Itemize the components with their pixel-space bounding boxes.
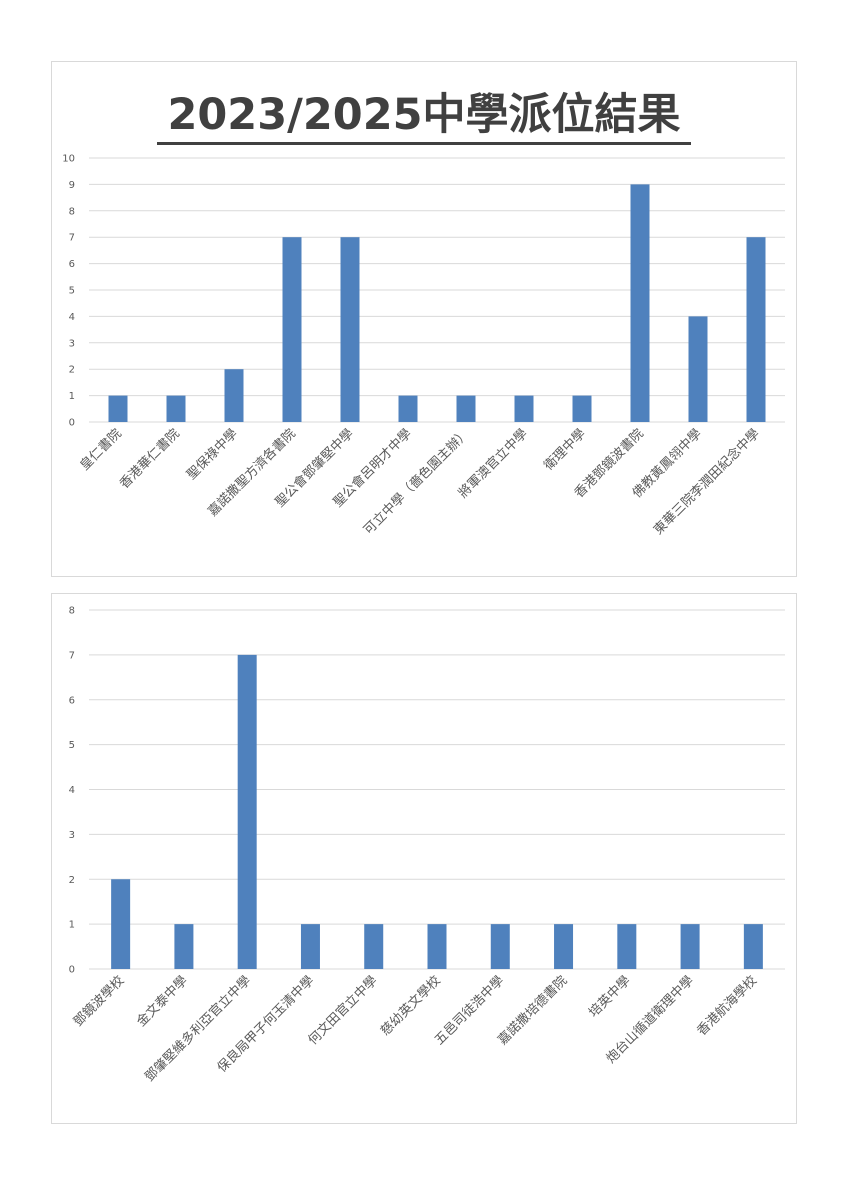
bar bbox=[237, 654, 257, 969]
y-tick-label: 7 bbox=[69, 233, 75, 244]
y-tick-label: 7 bbox=[69, 650, 75, 661]
y-tick-label: 3 bbox=[69, 338, 75, 349]
y-tick-label: 1 bbox=[69, 920, 75, 931]
y-tick-label: 4 bbox=[69, 312, 75, 323]
bar bbox=[174, 924, 194, 969]
bar bbox=[364, 924, 384, 969]
x-tick-label: 皇仁書院 bbox=[77, 426, 124, 473]
x-tick-label: 香港航海學校 bbox=[694, 973, 760, 1039]
x-tick-label: 衛理中學 bbox=[541, 426, 588, 473]
bar bbox=[282, 237, 302, 422]
x-tick-label: 鄧肇堅維多利亞官立中學 bbox=[142, 973, 254, 1085]
x-tick-label: 培英中學 bbox=[586, 973, 634, 1021]
chart-panel-1: 2023/2025中學派位結果 0 1 2 3 4 5 6 7 8 9 10 皇仁書院 香港華仁書院 聖保… bbox=[51, 61, 797, 577]
x-tick-label: 可立中學（嗇色園主辦） bbox=[360, 426, 472, 538]
bar bbox=[680, 924, 700, 969]
chart-title: 2023/2025中學派位結果 bbox=[52, 80, 796, 145]
y-tick-label: 6 bbox=[69, 695, 75, 706]
y-tick-label: 8 bbox=[69, 606, 75, 617]
bar bbox=[300, 924, 320, 969]
bar bbox=[108, 395, 128, 422]
x-tick-label: 聖保祿中學 bbox=[184, 426, 241, 483]
bar bbox=[630, 184, 650, 422]
bar bbox=[490, 924, 510, 969]
y-tick-label: 4 bbox=[69, 785, 75, 796]
bar bbox=[514, 395, 534, 422]
y-tick-label: 0 bbox=[69, 418, 75, 429]
bar bbox=[398, 395, 418, 422]
x-tick-label: 慈幼英文學校 bbox=[377, 973, 443, 1039]
bar bbox=[554, 924, 574, 969]
bar bbox=[743, 924, 763, 969]
bar bbox=[224, 369, 244, 422]
y-tick-label: 3 bbox=[69, 830, 75, 841]
x-tick-label: 香港華仁書院 bbox=[117, 426, 183, 492]
chart-panel-2: 0 1 2 3 4 5 6 7 8 鄧鏡波學校 金文泰中學 鄧肇堅維多利亞官立中學 保良局甲子何玉清中學… bbox=[51, 593, 797, 1124]
bar bbox=[427, 924, 447, 969]
bar bbox=[340, 237, 360, 422]
y-tick-label: 8 bbox=[69, 206, 75, 217]
bar bbox=[111, 879, 131, 969]
x-tick-label: 東華三院李潤田紀念中學 bbox=[650, 426, 762, 538]
y-tick-label: 5 bbox=[69, 740, 75, 751]
y-tick-label: 10 bbox=[62, 154, 75, 165]
bar bbox=[617, 924, 637, 969]
x-tick-label: 鄧鏡波學校 bbox=[70, 973, 127, 1030]
bar bbox=[166, 395, 186, 422]
bar bbox=[688, 316, 708, 422]
chart-title-text: 2023/2025中學派位結果 bbox=[157, 90, 691, 145]
y-tick-label: 2 bbox=[69, 875, 75, 886]
bar bbox=[746, 237, 766, 422]
y-tick-label: 9 bbox=[69, 180, 75, 191]
y-tick-label: 5 bbox=[69, 286, 75, 297]
y-tick-label: 6 bbox=[69, 259, 75, 270]
bar bbox=[456, 395, 476, 422]
y-tick-label: 0 bbox=[69, 965, 75, 976]
y-tick-label: 1 bbox=[69, 391, 75, 402]
bar bbox=[572, 395, 592, 422]
x-tick-label: 金文泰中學 bbox=[133, 973, 190, 1030]
y-tick-label: 2 bbox=[69, 365, 75, 376]
